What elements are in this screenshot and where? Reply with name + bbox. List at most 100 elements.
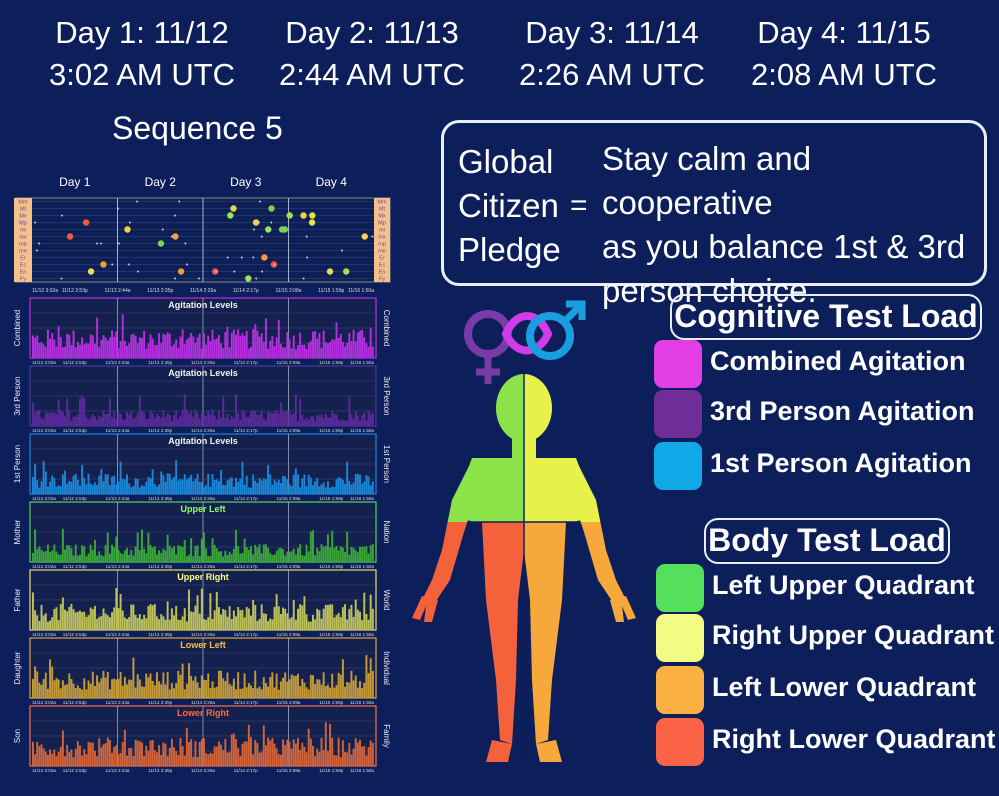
histogram-bar [320, 618, 323, 630]
event-dot [124, 226, 131, 233]
timestamp-label: 11/13 2:35p [148, 428, 172, 433]
histogram-bar [32, 335, 34, 358]
histogram-bar [222, 678, 225, 698]
timestamp-label: 11/12 2:53p [63, 428, 87, 433]
event-dot-small [128, 221, 131, 224]
histogram-bar [64, 756, 66, 766]
histogram-bar [297, 548, 299, 562]
histogram-bar [337, 672, 340, 698]
timestamp-label: 11/15 2:08a [275, 288, 301, 294]
histogram-bar [363, 592, 366, 630]
event-dot-small [178, 200, 181, 203]
histogram-bar [46, 621, 49, 630]
histogram-bar [76, 414, 79, 426]
histogram-bar [264, 479, 267, 494]
histogram-bar [297, 737, 299, 766]
histogram-bar [70, 420, 73, 426]
histogram-bar [235, 529, 237, 562]
histogram-bar [299, 487, 302, 494]
histogram-bar [262, 677, 265, 698]
histogram-bar [284, 744, 287, 766]
histogram-bar [371, 346, 374, 358]
histogram-bar [200, 348, 203, 358]
histogram-bar [34, 464, 37, 494]
histogram-bar [337, 419, 340, 426]
histogram-bar [344, 483, 346, 494]
histogram-bar [213, 544, 216, 562]
timestamp-label: 11/15 2:08a [277, 700, 301, 705]
histogram-bar [213, 339, 216, 358]
histogram-bar [192, 416, 195, 426]
histogram-bar [211, 618, 214, 630]
histogram-bar [363, 481, 366, 494]
histogram-bar [151, 547, 154, 562]
histogram-bar [282, 739, 285, 766]
timestamp-label: 11/14 2:26a [191, 768, 215, 773]
histogram-bar [335, 479, 338, 494]
histogram-bar [333, 617, 336, 630]
histogram-bar [324, 342, 327, 358]
histogram-bar [359, 474, 361, 494]
histogram-bar [51, 753, 54, 766]
histogram-bar [361, 329, 364, 358]
timestamp-label: 11/16 1:50a [348, 288, 374, 294]
histogram-bar [46, 755, 49, 766]
event-dot [309, 212, 316, 219]
histogram-bar [279, 547, 282, 562]
histogram-bar [241, 743, 244, 766]
histogram-bar [155, 486, 158, 494]
histogram-bar [72, 757, 75, 766]
histogram-bar [32, 678, 34, 698]
histogram-bar [64, 685, 66, 698]
histogram-bar [365, 343, 368, 358]
histogram-bar [286, 681, 289, 698]
histogram-bar [40, 342, 43, 358]
histogram-bar [254, 480, 257, 494]
histogram-bar [243, 411, 246, 426]
histogram-bar [51, 550, 54, 562]
histogram-bar [356, 742, 359, 766]
histogram-bar [341, 547, 344, 562]
histogram-bar [46, 329, 49, 358]
histogram-bar [224, 681, 227, 698]
dot-row-label-left: Er [20, 255, 26, 261]
dot-row-label-right: Mm [377, 199, 387, 205]
histogram-bar [239, 419, 242, 426]
histogram-bar [205, 416, 208, 426]
histogram-bar [44, 751, 47, 766]
histogram-bar [149, 604, 152, 630]
histogram-bar [305, 614, 308, 630]
histogram-bar [32, 552, 34, 562]
histogram-bar [367, 619, 370, 630]
histogram-bar [55, 551, 58, 562]
histogram-bar [177, 755, 180, 766]
histogram-bar [61, 730, 64, 766]
histogram-bar [155, 672, 158, 698]
timestamp-label: 11/13 2:35p [148, 700, 172, 705]
histogram-bar [85, 343, 88, 358]
timestamp-label: 11/14 2:17p [234, 428, 258, 433]
legend-label: 3rd Person Agitation [710, 396, 975, 426]
histogram-bar [145, 419, 148, 426]
histogram-bar [301, 605, 304, 630]
histogram-bar [185, 556, 188, 562]
histogram-bar [271, 737, 274, 766]
histogram-bar [168, 415, 171, 426]
histogram-bar [179, 546, 182, 562]
histogram-bar [354, 474, 357, 494]
histogram-bar [162, 548, 165, 562]
panel-right-label: Combined [382, 310, 391, 346]
histogram-bar [151, 740, 154, 766]
event-dot-small [60, 277, 63, 280]
histogram-bar [74, 544, 77, 562]
histogram-bar [89, 334, 92, 358]
histogram-bar [356, 552, 359, 562]
histogram-bar [162, 474, 165, 494]
histogram-bar [215, 479, 218, 494]
histogram-bar [138, 741, 141, 766]
histogram-bar [147, 750, 150, 766]
histogram-bar [61, 474, 64, 494]
timestamp-label: 11/14 2:26a [191, 564, 215, 569]
histogram-bar [207, 754, 210, 766]
histogram-bar [164, 417, 167, 426]
